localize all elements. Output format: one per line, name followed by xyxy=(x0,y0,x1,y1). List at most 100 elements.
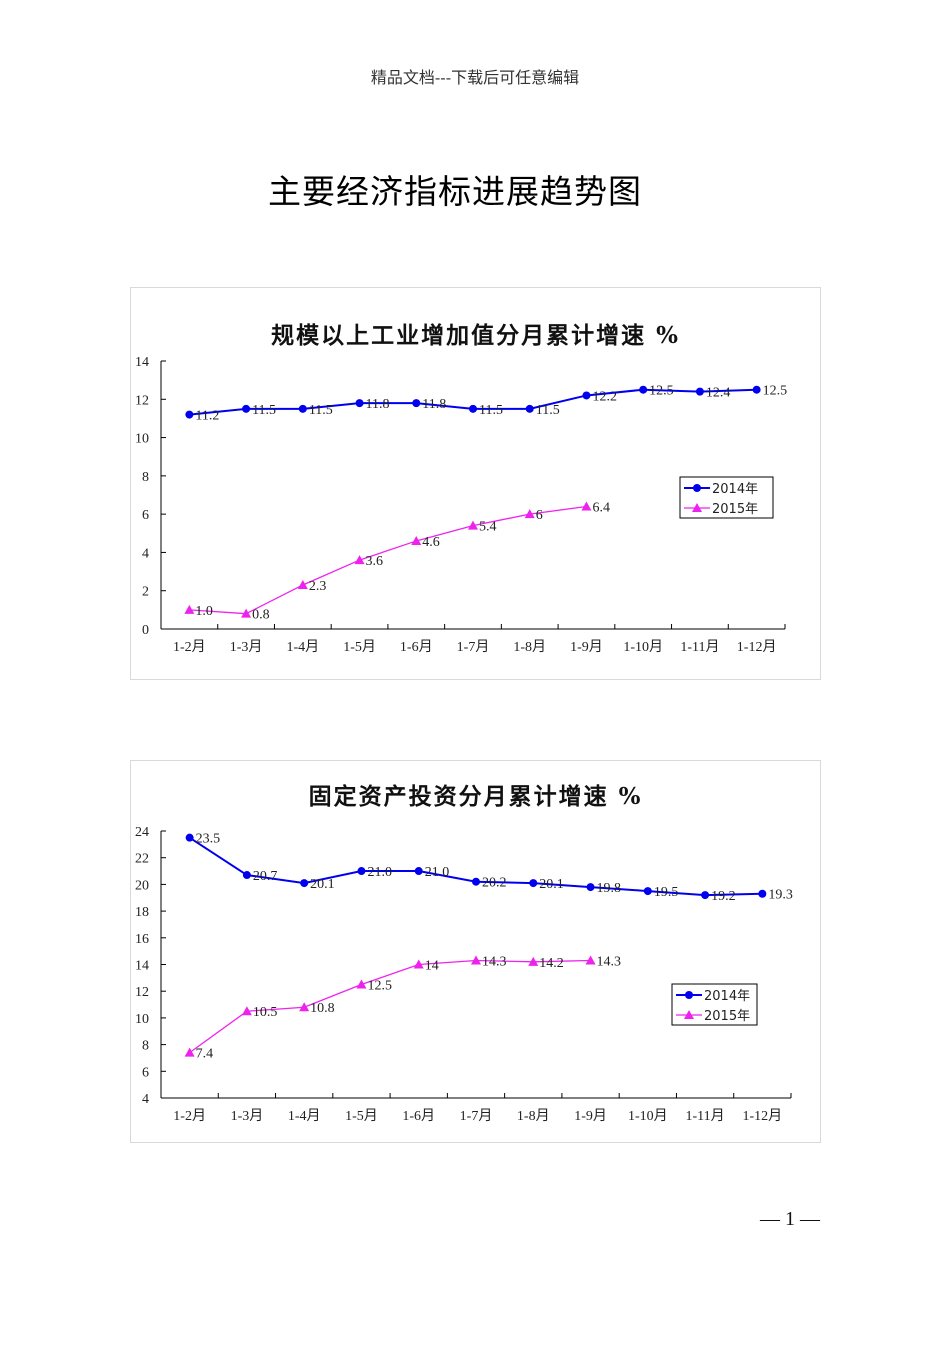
triangle-marker-icon xyxy=(468,520,478,530)
data-label: 11.2 xyxy=(195,409,219,424)
circle-marker-icon xyxy=(242,871,251,880)
line-chart-plot: 4 6 8 10 12 14 16 18 20 22 24 1-2月 1-3月 1-4月 1-5月 1-6月 1… xyxy=(135,825,793,1124)
legend-circle-icon xyxy=(685,991,693,999)
circle-marker-icon xyxy=(639,385,648,394)
circle-marker-icon xyxy=(355,399,364,408)
circle-marker-icon xyxy=(298,404,307,413)
data-label: 12.5 xyxy=(763,384,788,399)
series-line-2015 xyxy=(189,505,587,615)
data-label: 23.5 xyxy=(196,832,221,847)
chart-fixed-asset-investment: 固定资产投资分月累计增速 % 4 6 8 10 12 14 16 18 20 22 24 1-2月 1-… xyxy=(130,760,821,1143)
data-label: 7.4 xyxy=(196,1047,214,1062)
triangle-marker-icon xyxy=(585,955,596,965)
x-tick-label: 1-4月 xyxy=(288,1108,321,1124)
chart-industrial-value-added: 规模以上工业增加值分月累计增速 % 0 2 4 6 8 10 12 14 1-2月 1-3月 1-4… xyxy=(130,287,821,680)
triangle-marker-icon xyxy=(528,956,539,966)
data-label: 14.2 xyxy=(539,956,564,971)
page-number: — 1 — xyxy=(760,1208,820,1230)
y-tick-label: 6 xyxy=(142,1065,149,1080)
data-label: 12.2 xyxy=(592,389,617,404)
series-line-2015 xyxy=(189,959,591,1054)
legend-triangle-icon xyxy=(684,1010,694,1019)
x-tick-label: 1-5月 xyxy=(345,1108,378,1124)
circle-marker-icon xyxy=(643,887,652,896)
triangle-marker-icon xyxy=(297,579,308,589)
x-tick-label: 1-7月 xyxy=(457,639,490,655)
data-label: 1.0 xyxy=(195,604,213,619)
x-tick-label: 1-10月 xyxy=(628,1108,668,1124)
data-label: 19.8 xyxy=(597,881,622,896)
data-label: 20.1 xyxy=(310,877,335,892)
x-tick-label: 1-7月 xyxy=(460,1108,493,1124)
data-label: 12.5 xyxy=(649,384,674,399)
circle-marker-icon xyxy=(586,883,595,892)
x-tick-label: 1-11月 xyxy=(686,1108,725,1124)
circle-marker-icon xyxy=(469,404,477,413)
x-tick-label: 1-6月 xyxy=(400,639,433,655)
triangle-marker-icon xyxy=(411,535,422,545)
data-label: 11.5 xyxy=(252,403,276,418)
x-tick-label: 1-9月 xyxy=(574,1108,607,1124)
x-tick-label: 1-10月 xyxy=(623,639,663,655)
y-tick-label: 10 xyxy=(135,1012,149,1027)
x-tick-label: 1-12月 xyxy=(737,639,777,655)
circle-marker-icon xyxy=(414,867,423,876)
data-label: 11.5 xyxy=(479,403,503,418)
data-label: 12.5 xyxy=(367,979,392,994)
data-label: 10.8 xyxy=(310,1001,335,1016)
x-tick-label: 1-6月 xyxy=(402,1108,435,1124)
legend-circle-icon xyxy=(693,484,701,492)
circle-marker-icon xyxy=(472,877,480,886)
header-note: 精品文档---下载后可任意编辑 xyxy=(370,68,580,87)
data-label: 20.1 xyxy=(539,877,564,892)
x-tick-label: 1-2月 xyxy=(173,1108,206,1124)
data-label: 14 xyxy=(425,959,439,974)
legend-label: 2015年 xyxy=(704,1009,750,1024)
triangle-marker-icon xyxy=(471,955,481,965)
chart-title: 规模以上工业增加值分月累计增速 % xyxy=(271,322,680,349)
data-label: 14.3 xyxy=(597,954,622,969)
data-label: 11.8 xyxy=(422,397,446,412)
chart-title: 固定资产投资分月累计增速 % xyxy=(308,783,643,810)
data-label: 0.8 xyxy=(252,608,270,623)
triangle-marker-icon xyxy=(356,979,367,989)
data-label: 12.4 xyxy=(706,386,731,401)
data-label: 20.2 xyxy=(482,876,507,891)
triangle-marker-icon xyxy=(354,555,365,565)
triangle-marker-icon xyxy=(184,604,195,614)
x-tick-label: 1-11月 xyxy=(680,639,719,655)
data-label: 11.5 xyxy=(536,403,560,418)
data-label: 19.3 xyxy=(768,888,793,903)
page-title: 主要经济指标进展趋势图 xyxy=(268,172,642,211)
data-label: 6.4 xyxy=(592,500,610,515)
x-tick-label: 1-3月 xyxy=(230,639,263,655)
data-label: 3.6 xyxy=(366,554,384,569)
y-tick-label: 14 xyxy=(135,355,149,370)
y-tick-label: 2 xyxy=(142,585,149,600)
circle-marker-icon xyxy=(242,404,251,413)
data-label: 11.8 xyxy=(366,397,390,412)
circle-marker-icon xyxy=(701,891,710,900)
y-tick-label: 24 xyxy=(135,825,149,840)
triangle-marker-icon xyxy=(241,608,252,618)
triangle-marker-icon xyxy=(581,501,592,511)
data-label: 19.2 xyxy=(711,889,736,904)
y-tick-label: 4 xyxy=(142,1092,149,1107)
data-label: 5.4 xyxy=(479,520,497,535)
x-tick-label: 1-9月 xyxy=(570,639,603,655)
data-label: 4.6 xyxy=(422,535,440,550)
y-tick-label: 20 xyxy=(135,878,149,893)
y-tick-label: 6 xyxy=(142,508,149,523)
circle-marker-icon xyxy=(185,833,194,842)
data-label: 11.5 xyxy=(309,403,333,418)
data-label: 21.0 xyxy=(367,865,392,880)
triangle-marker-icon xyxy=(413,959,424,969)
legend-label: 2014年 xyxy=(712,482,758,497)
x-tick-label: 1-12月 xyxy=(743,1108,783,1124)
circle-marker-icon xyxy=(412,399,421,408)
circle-marker-icon xyxy=(582,391,591,400)
y-tick-label: 12 xyxy=(135,985,149,1000)
data-label: 6 xyxy=(536,508,543,523)
circle-marker-icon xyxy=(300,879,309,888)
y-tick-label: 8 xyxy=(142,1039,149,1054)
